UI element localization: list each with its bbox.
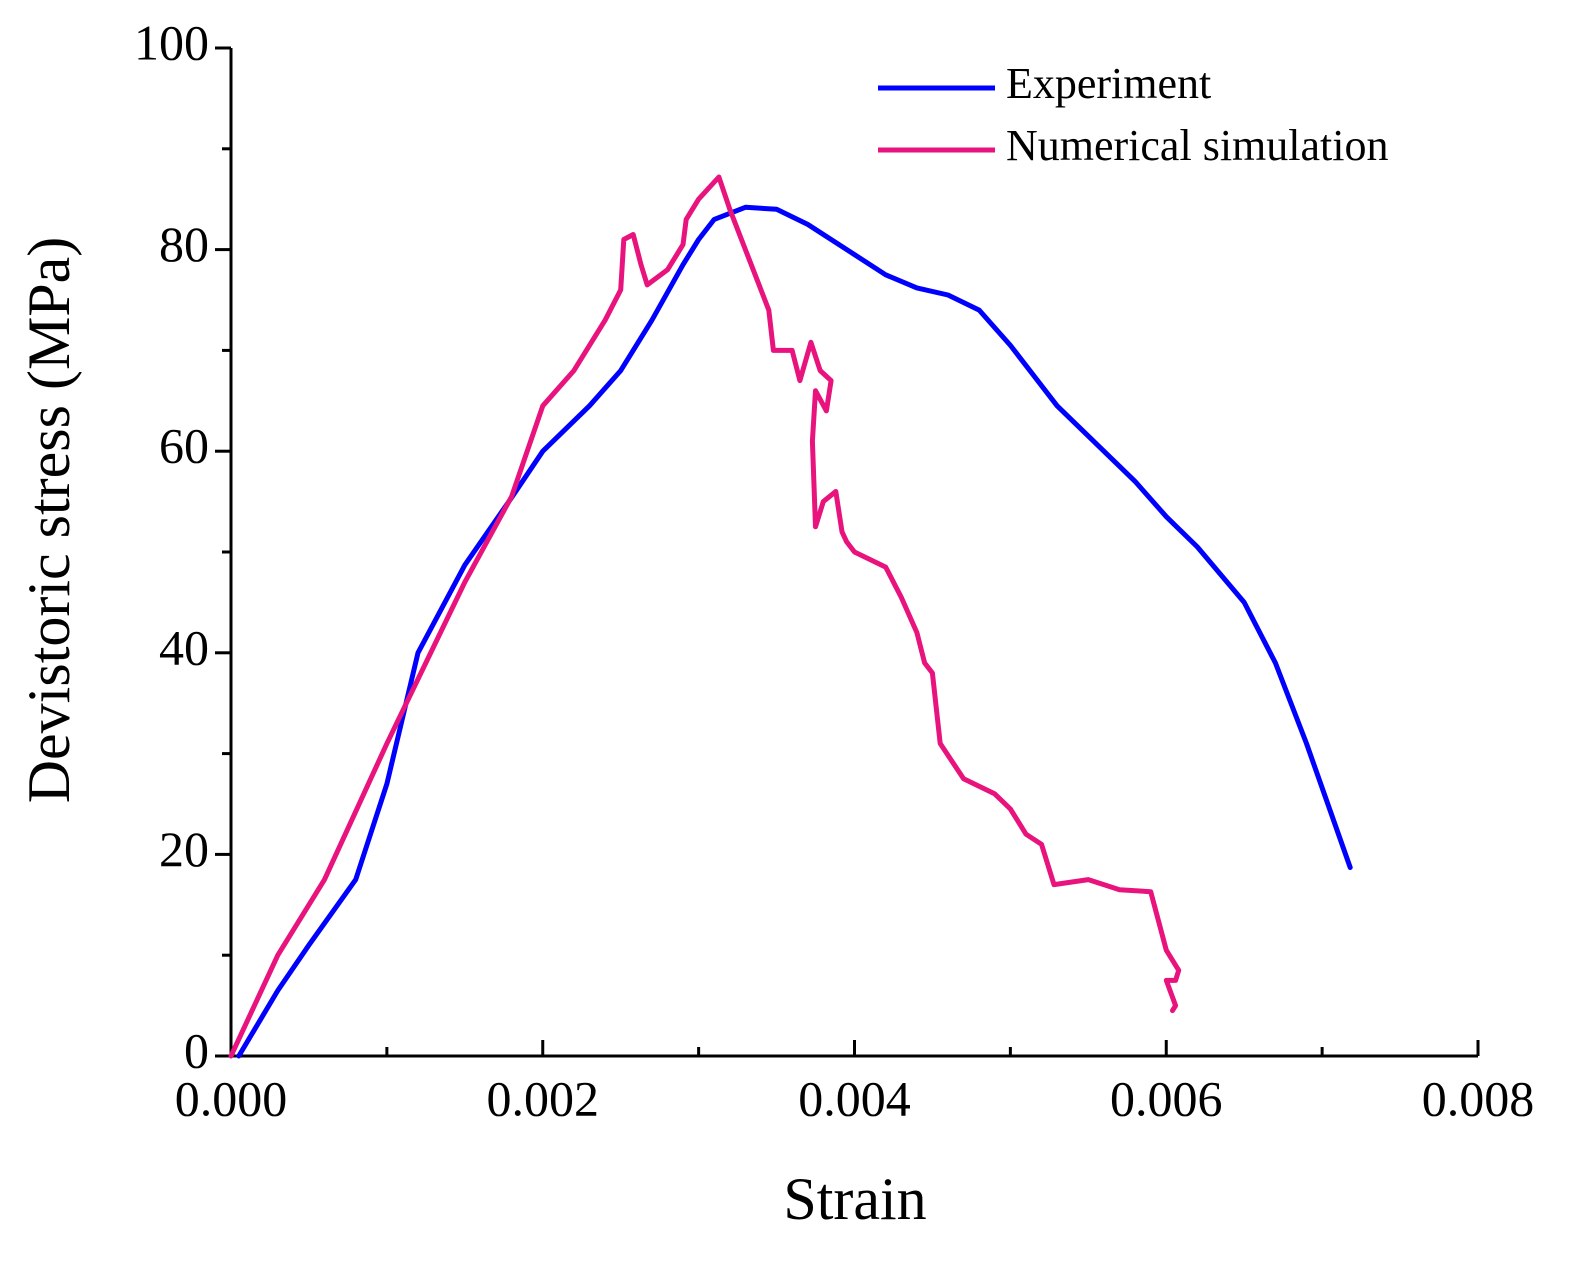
y-tick-label: 100	[134, 14, 209, 70]
series-line	[236, 204, 1353, 1059]
x-tick-label: 0.008	[1422, 1070, 1535, 1126]
y-tick-label: 80	[159, 216, 209, 272]
y-tick-label: 0	[184, 1022, 209, 1078]
x-tick-label: 0.004	[798, 1070, 911, 1126]
x-axis-label: Strain	[783, 1166, 926, 1232]
y-tick-label: 60	[159, 418, 209, 474]
y-tick-label: 20	[159, 821, 209, 877]
x-tick-label: 0.002	[487, 1070, 600, 1126]
x-tick-label: 0.000	[175, 1070, 288, 1126]
series-line	[228, 174, 1182, 1059]
legend-label: Numerical simulation	[1006, 121, 1388, 170]
legend-label: Experiment	[1006, 59, 1211, 108]
y-axis-label: Devistoric stress (MPa)	[16, 237, 82, 804]
y-tick-label: 40	[159, 619, 209, 675]
x-tick-label: 0.006	[1110, 1070, 1223, 1126]
